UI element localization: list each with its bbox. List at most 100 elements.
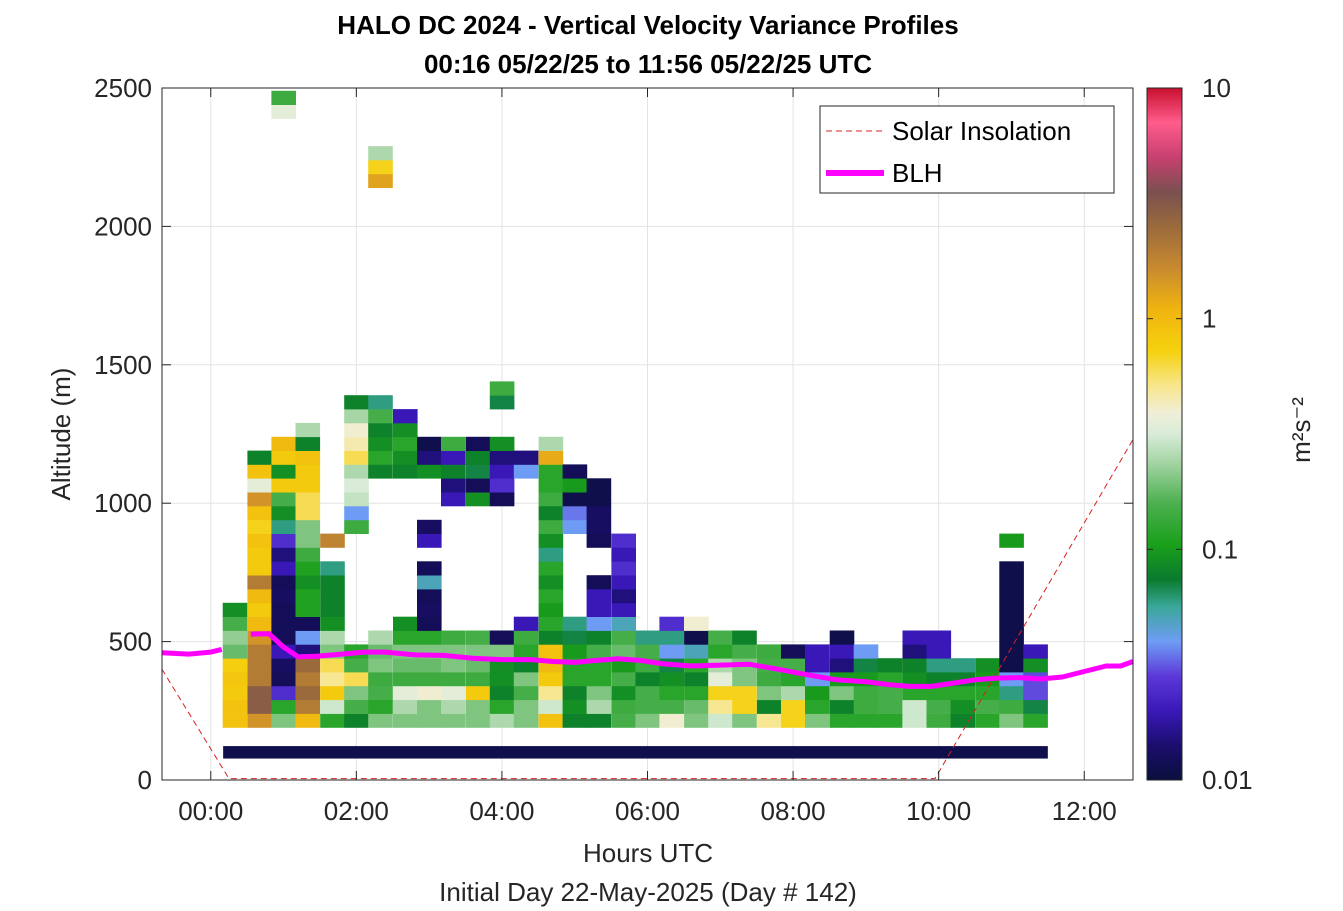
heatmap-cell: [247, 547, 272, 562]
x-tick-label: 02:00: [324, 796, 389, 826]
heatmap-cell: [393, 409, 418, 424]
heatmap-cell: [611, 575, 636, 590]
heatmap-cell: [417, 450, 442, 465]
heatmap-cell: [393, 450, 418, 465]
heatmap-cell: [756, 685, 782, 701]
heatmap-cell: [489, 672, 515, 687]
heatmap-cell: [247, 589, 272, 604]
heatmap-cell: [271, 492, 296, 507]
heatmap-cell: [368, 685, 393, 701]
heatmap-cell: [368, 436, 393, 451]
heatmap-cell: [756, 699, 782, 714]
heatmap-cell: [1023, 658, 1048, 673]
heatmap-cell: [441, 436, 466, 451]
heatmap-cell: [562, 699, 588, 714]
heatmap-cell: [513, 450, 539, 465]
heatmap-cell: [222, 630, 248, 645]
heatmap-cell: [1023, 713, 1048, 728]
heatmap-cell: [393, 658, 418, 673]
heatmap-cell: [271, 450, 296, 465]
heatmap-cell: [829, 699, 855, 714]
colorbar-tick-label: 1: [1202, 304, 1216, 334]
heatmap-cell: [999, 685, 1024, 701]
heatmap-cell: [538, 713, 564, 728]
heatmap-cell: [538, 630, 564, 645]
heatmap-cell: [950, 713, 976, 728]
heatmap-cell: [247, 561, 272, 576]
heatmap-cell: [368, 146, 393, 161]
heatmap-cell: [538, 533, 564, 548]
heatmap-cell: [611, 644, 636, 659]
heatmap-cell: [441, 658, 466, 673]
legend-solar-label: Solar Insolation: [892, 116, 1071, 146]
heatmap-cell: [635, 630, 660, 645]
heatmap-cell: [999, 602, 1024, 617]
heatmap-cell: [320, 533, 345, 548]
chart-subtitle: 00:16 05/22/25 to 11:56 05/22/25 UTC: [424, 49, 872, 79]
heatmap-cell: [271, 547, 296, 562]
heatmap-cell: [295, 533, 321, 548]
heatmap-cell: [344, 395, 369, 410]
legend: Solar Insolation BLH: [819, 105, 1115, 194]
colorbar-border: [1146, 87, 1183, 781]
heatmap-cell: [393, 422, 418, 438]
heatmap-cell: [659, 672, 684, 687]
heatmap-cell: [489, 699, 515, 714]
heatmap-cell: [659, 699, 684, 714]
heatmap-cell: [295, 519, 321, 534]
solar-insolation-line: [161, 439, 1134, 780]
heatmap-cell: [271, 519, 296, 534]
heatmap-cell: [926, 658, 952, 673]
heatmap-cell: [247, 644, 272, 659]
heatmap-cell: [513, 630, 539, 645]
heatmap-cell: [344, 699, 369, 714]
heatmap-cell: [247, 450, 272, 465]
heatmap-cell: [659, 644, 684, 659]
heatmap-cell: [902, 658, 928, 673]
heatmap-cell: [320, 685, 345, 701]
heatmap-cell: [393, 685, 418, 701]
heatmap-cell: [271, 533, 296, 548]
heatmap-cell: [586, 589, 612, 604]
heatmap-cell: [926, 644, 952, 659]
heatmap-cell: [393, 699, 418, 714]
heatmap-cell: [417, 519, 442, 534]
heatmap-cell: [344, 658, 369, 673]
heatmap-cell: [247, 478, 272, 493]
heatmap-cell: [513, 616, 539, 631]
heatmap-cell: [417, 616, 442, 631]
colorbar: 0.01 0.1 1 10 m²s⁻²: [1146, 73, 1316, 795]
heatmap-cell: [417, 602, 442, 617]
heatmap-cell: [295, 589, 321, 604]
heatmap-cell: [586, 713, 612, 728]
heatmap-cell: [344, 422, 369, 438]
colorbar-tick-label: 0.01: [1202, 765, 1253, 795]
heatmap-cell: [489, 644, 515, 659]
heatmap-cell: [708, 713, 733, 728]
y-axis-label: Altitude (m): [46, 368, 76, 501]
heatmap-cell: [635, 672, 660, 687]
heatmap-cell: [853, 658, 879, 673]
heatmap-cell: [344, 519, 369, 534]
heatmap-cell: [465, 492, 491, 507]
heatmap-cell: [805, 644, 830, 659]
heatmap-cell: [877, 713, 903, 728]
heatmap-cell: [465, 685, 491, 701]
heatmap-cell: [295, 616, 321, 631]
heatmap-cell: [659, 616, 684, 631]
heatmap-cell: [368, 630, 393, 645]
heatmap-cell: [781, 699, 806, 714]
heatmap-cell: [271, 104, 296, 119]
heatmap-cell: [489, 436, 515, 451]
heatmap-cell: [732, 630, 757, 645]
heatmap-cell: [732, 644, 757, 659]
heatmap-cell: [368, 173, 393, 188]
heatmap-cell: [368, 464, 393, 479]
heatmap-cell: [417, 436, 442, 451]
heatmap-cell: [417, 699, 442, 714]
heatmap-cell: [1023, 644, 1048, 659]
heatmap-cell: [781, 713, 806, 728]
heatmap-cell: [999, 533, 1024, 548]
heatmap-cell: [368, 395, 393, 410]
heatmap-cell: [489, 713, 515, 728]
